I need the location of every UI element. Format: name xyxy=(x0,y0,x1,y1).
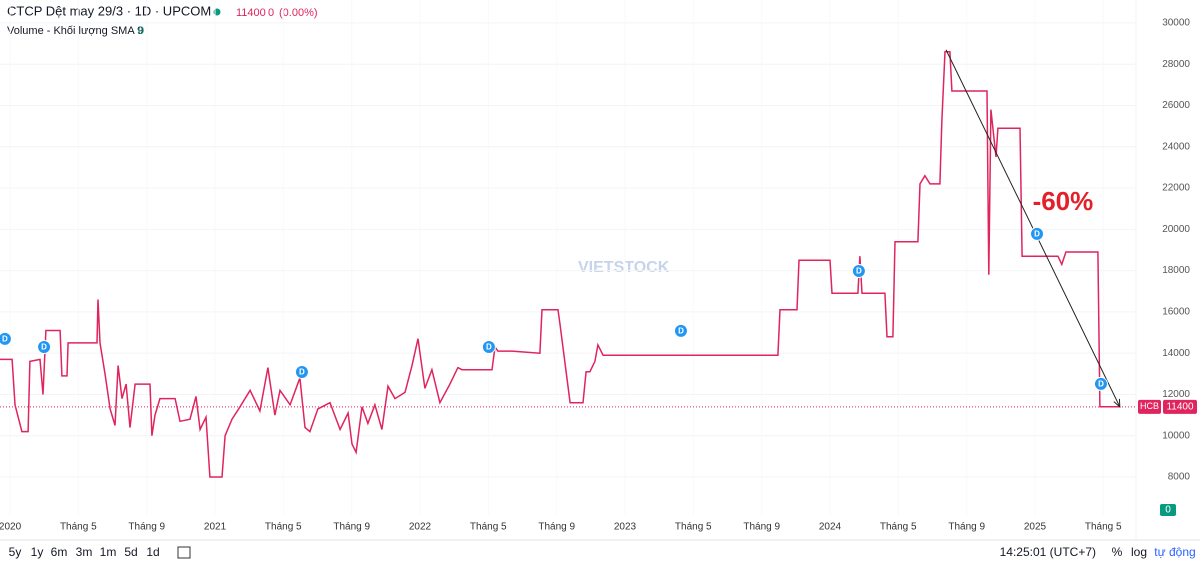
dividend-marker[interactable] xyxy=(1093,376,1108,391)
x-tick-label: Tháng 9 xyxy=(538,522,575,533)
price-line xyxy=(0,51,1120,478)
x-tick-label: Tháng 9 xyxy=(333,522,370,533)
y-tick-label: 14000 xyxy=(1162,348,1190,359)
percent-toggle[interactable]: % xyxy=(1112,545,1123,559)
log-toggle[interactable]: log xyxy=(1131,545,1147,559)
x-tick-label: 2025 xyxy=(1024,522,1047,533)
x-tick-label: 2021 xyxy=(204,522,227,533)
price-badge xyxy=(1163,399,1197,414)
dividend-marker[interactable] xyxy=(0,331,12,346)
dividend-marker[interactable] xyxy=(481,339,496,354)
y-tick-label: 8000 xyxy=(1168,472,1191,483)
time-label: 14:25:01 (UTC+7) xyxy=(1000,545,1096,559)
change-pct: (0.00%) xyxy=(279,7,318,19)
range-button[interactable]: 3m xyxy=(76,545,93,559)
symbol-label: HCB xyxy=(1140,401,1159,411)
y-tick-label: 24000 xyxy=(1162,141,1190,152)
volume-badge xyxy=(1160,504,1176,516)
price-badge-label: 11400 xyxy=(1166,401,1194,412)
dividend-label: D xyxy=(1034,229,1040,238)
calendar-icon[interactable] xyxy=(177,546,191,559)
range-button[interactable]: 5d xyxy=(124,545,137,559)
y-tick-label: 30000 xyxy=(1162,18,1190,29)
dividend-marker[interactable] xyxy=(673,323,688,338)
y-tick-label: 18000 xyxy=(1162,265,1190,276)
x-tick-label: Tháng 5 xyxy=(880,522,917,533)
range-button[interactable]: 5y xyxy=(9,545,22,559)
x-tick-label: Tháng 5 xyxy=(265,522,302,533)
range-button[interactable]: 1m xyxy=(100,545,117,559)
dividend-marker[interactable] xyxy=(1030,226,1045,241)
y-tick-label: 26000 xyxy=(1162,100,1190,111)
dividend-label: D xyxy=(299,368,305,377)
trend-arrowhead xyxy=(1113,398,1121,408)
symbol-badge xyxy=(1138,399,1161,414)
range-button[interactable]: 1y xyxy=(31,545,44,559)
x-tick-label: Tháng 5 xyxy=(470,522,507,533)
dividend-marker[interactable] xyxy=(851,264,866,279)
dividend-label: D xyxy=(41,343,47,352)
y-tick-label: 12000 xyxy=(1162,389,1190,400)
x-tick-label: Tháng 9 xyxy=(743,522,780,533)
volume-title: Volume - Khối lượng SMA 9 xyxy=(7,25,143,37)
x-tick-label: 2020 xyxy=(0,522,22,533)
volume-last: 0 xyxy=(138,25,144,37)
y-tick-label: 22000 xyxy=(1162,183,1190,194)
x-tick-label: Tháng 5 xyxy=(675,522,712,533)
y-tick-label: 10000 xyxy=(1162,430,1190,441)
change: 0 xyxy=(268,7,274,19)
y-tick-label: 16000 xyxy=(1162,307,1190,318)
range-button[interactable]: 1d xyxy=(146,545,159,559)
auto-toggle[interactable]: tự động xyxy=(1154,545,1195,559)
annotation-text: -60% xyxy=(1033,186,1094,216)
y-tick-label: 28000 xyxy=(1162,59,1190,70)
x-tick-label: 2023 xyxy=(614,522,637,533)
watermark: VIETSTOCK xyxy=(578,259,670,276)
x-tick-label: Tháng 5 xyxy=(1085,522,1122,533)
volume-badge-label: 0 xyxy=(1165,505,1171,516)
dividend-label: D xyxy=(856,267,862,276)
x-tick-label: Tháng 5 xyxy=(60,522,97,533)
dividend-marker[interactable] xyxy=(294,364,309,379)
x-tick-label: Tháng 9 xyxy=(128,522,165,533)
dividend-label: D xyxy=(678,326,684,335)
dividend-label: D xyxy=(2,335,8,344)
x-tick-label: 2022 xyxy=(409,522,432,533)
dividend-label: D xyxy=(1098,380,1104,389)
dividend-label: D xyxy=(486,343,492,352)
x-tick-label: 2024 xyxy=(819,522,842,533)
y-tick-label: 20000 xyxy=(1162,224,1190,235)
dividend-marker[interactable] xyxy=(37,339,52,354)
x-tick-label: Tháng 9 xyxy=(948,522,985,533)
last-price: 11400 xyxy=(236,7,266,19)
chart-title: CTCP Dệt may 29/3 · 1D · UPCOM xyxy=(7,3,211,18)
range-button[interactable]: 6m xyxy=(51,545,68,559)
